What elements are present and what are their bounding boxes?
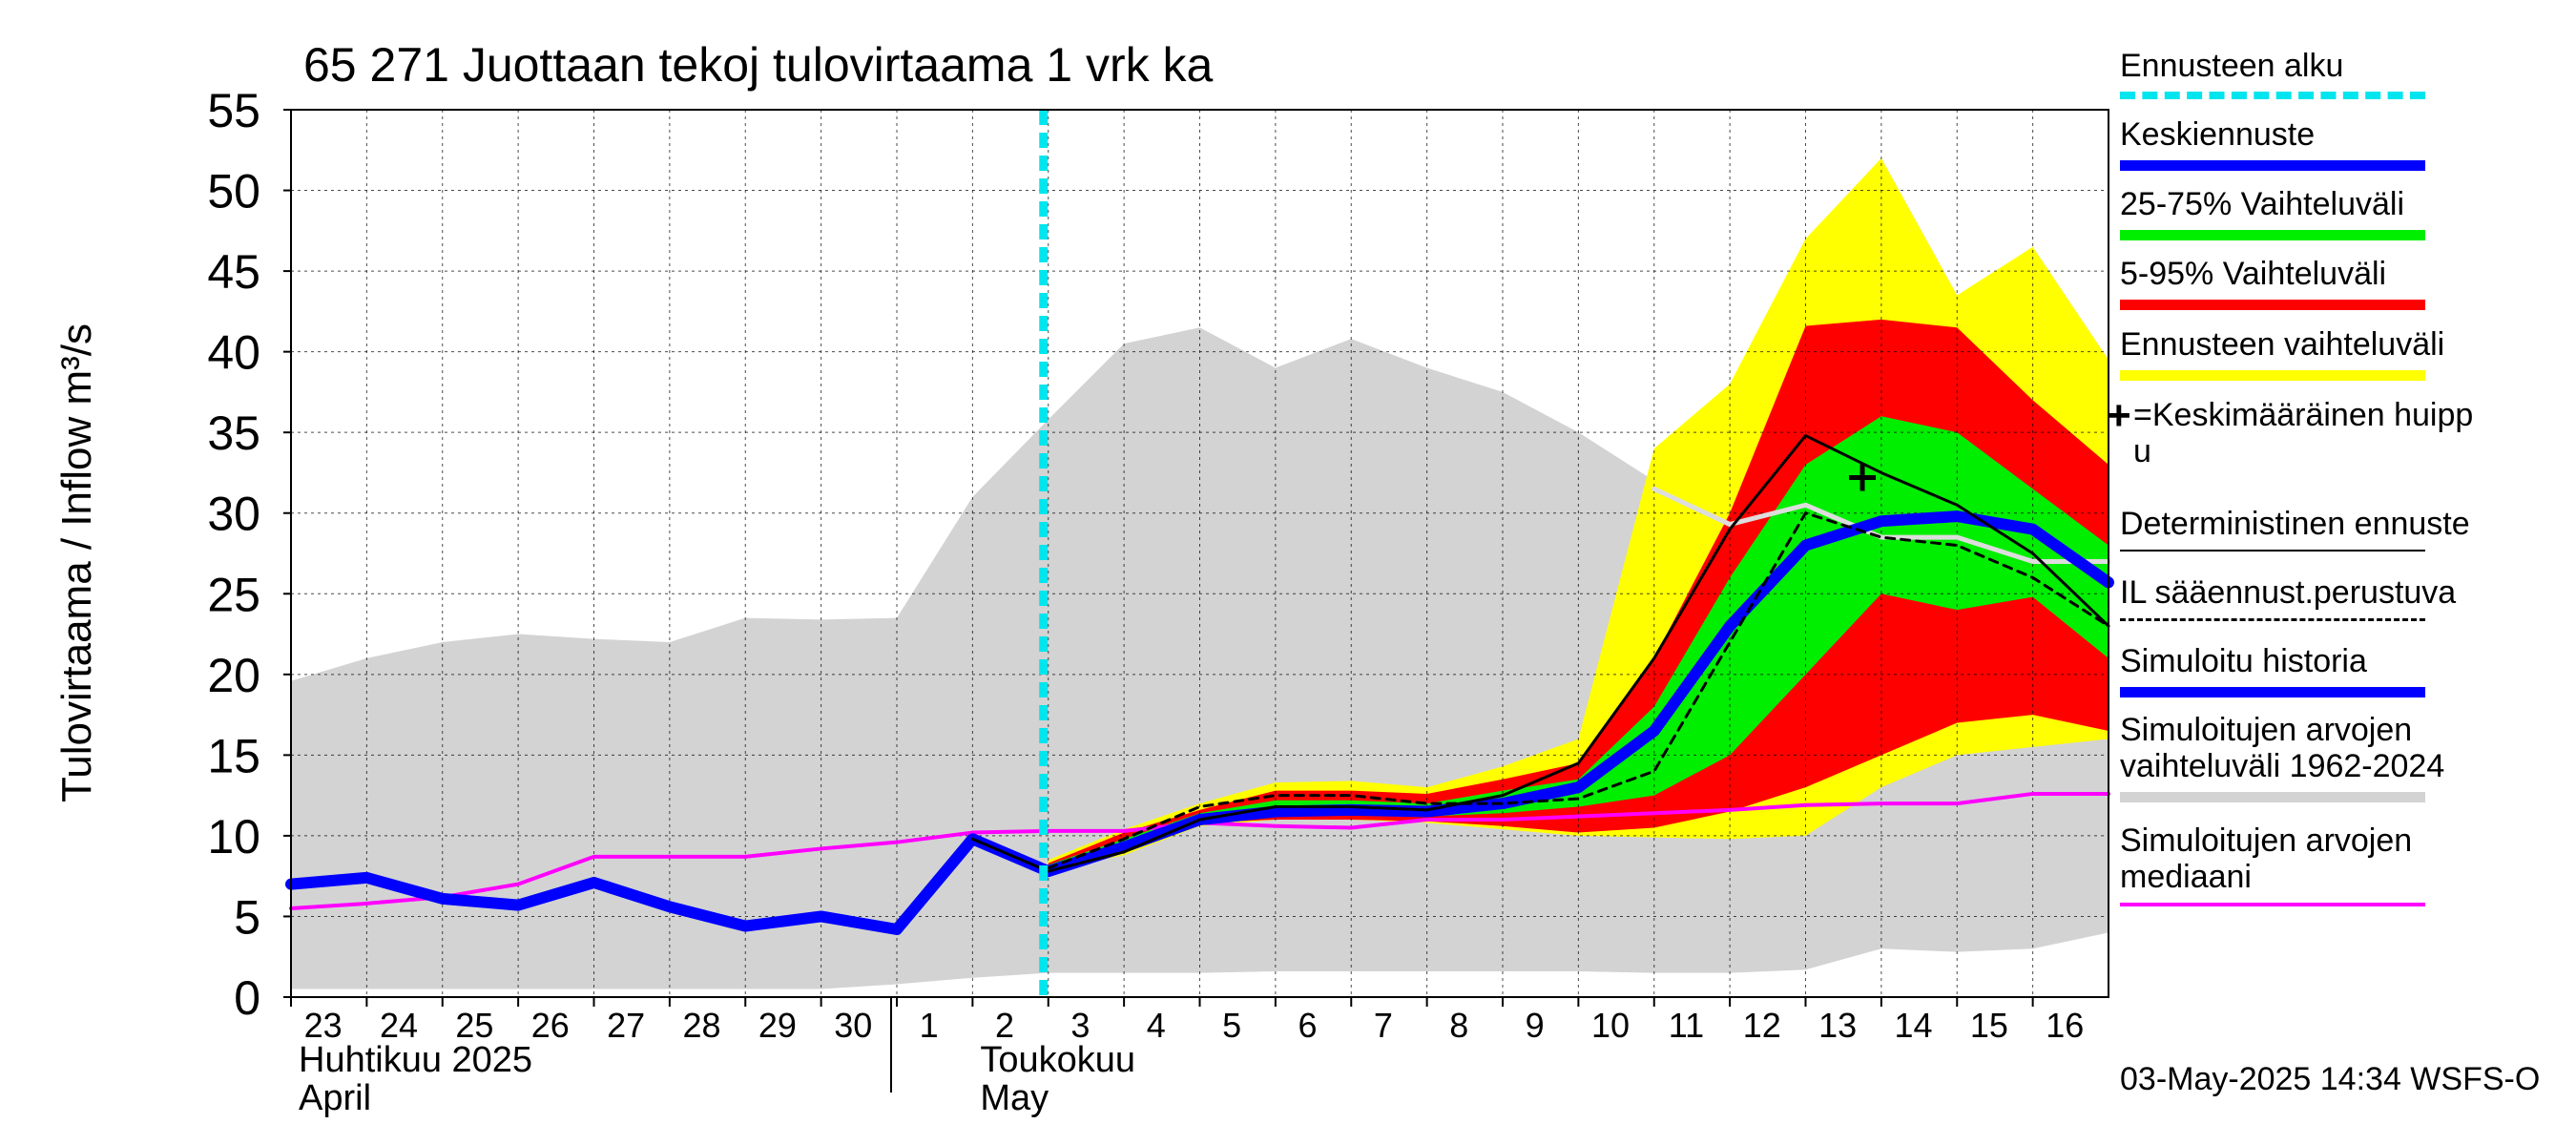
x-tick-label: 2 [995, 1006, 1014, 1045]
line-simuloitu-historia [285, 833, 1054, 935]
legend-item-forecast-start: Ennusteen alku [2120, 48, 2540, 99]
x-tick-label: 4 [1147, 1006, 1166, 1045]
legend-label: Ennusteen alku [2120, 48, 2344, 84]
x-tick-label: 25 [455, 1006, 493, 1045]
mean-peak-marker [1849, 464, 1877, 491]
legend-item-weather-based: IL sääennust.perustuva [2120, 574, 2540, 621]
y-tick-label: 20 [207, 649, 260, 702]
x-tick-label: 8 [1449, 1006, 1468, 1045]
timestamp: 03-May-2025 14:34 WSFS-O [2120, 1061, 2541, 1097]
legend-swatch [2120, 230, 2425, 240]
line-deterministinen-ennuste-harmaa [1652, 486, 2111, 564]
legend-item-forecast-range: Ennusteen vaihteluväli [2120, 326, 2540, 381]
line-keskiennuste [1042, 510, 2114, 878]
plus-icon: + [2107, 392, 2131, 439]
x-tick-label: 11 [1669, 1006, 1704, 1045]
legend-label: 5-95% Vaihteluväli [2120, 256, 2387, 292]
legend-label: Deterministinen ennuste [2120, 506, 2470, 542]
x-tick-label: 12 [1743, 1006, 1781, 1045]
legend-item-sim-median: Simuloitujen arvojen mediaani [2120, 822, 2540, 906]
chart-title: 65 271 Juottaan tekoj tulovirtaama 1 vrk… [303, 38, 1214, 92]
y-axis-label: Tulovirtaama / Inflow m³/s [53, 323, 100, 802]
x-tick-label: 9 [1526, 1006, 1545, 1045]
legend-item-range-5-95: 5-95% Vaihteluväli [2120, 256, 2540, 310]
legend-swatch [2120, 370, 2425, 381]
x-tick-label: 24 [380, 1006, 418, 1045]
line-deterministinen-ennuste [970, 434, 2110, 873]
legend-item-range-25-75: 25-75% Vaihteluväli [2120, 186, 2540, 240]
month-label-fi: Toukokuu [980, 1040, 1135, 1080]
x-tick-label: 23 [304, 1006, 343, 1045]
x-tick-label: 16 [2046, 1006, 2084, 1045]
legend-swatch [2120, 687, 2425, 697]
x-tick-label: 26 [531, 1006, 570, 1045]
x-tick-label: 3 [1070, 1006, 1090, 1045]
legend-item-mean-peak: + =Keskimääräinen huipp u [2107, 395, 2540, 470]
line-il-s-ennust-perustuva [1047, 511, 2110, 870]
month-label-en: April [299, 1078, 371, 1118]
legend-label: Keskiennuste [2120, 116, 2316, 153]
month-label-en: May [980, 1078, 1049, 1118]
legend-swatch [2120, 160, 2425, 171]
x-tick-label: 29 [758, 1006, 797, 1045]
legend-label: =Keskimääräinen huipp u [2133, 397, 2474, 469]
legend-swatch [2120, 300, 2425, 310]
x-tick-label: 28 [683, 1006, 721, 1045]
legend-label: Simuloitu historia [2120, 643, 2367, 679]
legend-swatch [2120, 903, 2425, 906]
x-tick-label: 15 [1970, 1006, 2008, 1045]
x-tick-label: 13 [1818, 1006, 1857, 1045]
y-tick-label: 5 [234, 890, 260, 944]
legend-item-sim-range: Simuloitujen arvojen vaihteluväli 1962-2… [2120, 712, 2540, 802]
y-tick-label: 40 [207, 326, 260, 380]
x-tick-label: 30 [834, 1006, 872, 1045]
legend-label: Simuloitujen arvojen vaihteluväli 1962-2… [2120, 712, 2445, 784]
y-tick-label: 30 [207, 488, 260, 541]
x-tick-label: 27 [607, 1006, 645, 1045]
x-tick-label: 10 [1591, 1006, 1630, 1045]
x-tick-label: 1 [920, 1006, 939, 1045]
legend-swatch [2120, 618, 2425, 621]
x-tick-label: 6 [1298, 1006, 1318, 1045]
x-tick-label: 5 [1222, 1006, 1241, 1045]
legend-item-deterministic: Deterministinen ennuste [2120, 506, 2540, 552]
legend-item-sim-history: Simuloitu historia [2120, 643, 2540, 697]
legend-swatch [2120, 792, 2425, 802]
x-tick-label: 7 [1374, 1006, 1393, 1045]
y-tick-label: 50 [207, 165, 260, 219]
y-tick-label: 0 [234, 971, 260, 1025]
month-label-fi: Huhtikuu 2025 [299, 1040, 532, 1080]
y-tick-label: 25 [207, 568, 260, 621]
legend-swatch [2120, 550, 2425, 552]
legend-label: Simuloitujen arvojen mediaani [2120, 822, 2413, 895]
legend-label: Ennusteen vaihteluväli [2120, 326, 2445, 363]
x-tick-label: 14 [1895, 1006, 1933, 1045]
y-tick-label: 10 [207, 810, 260, 864]
y-tick-label: 55 [207, 84, 260, 137]
legend-swatch [2120, 92, 2425, 99]
y-tick-label: 35 [207, 406, 260, 460]
y-tick-label: 45 [207, 245, 260, 299]
legend-label: IL sääennust.perustuva [2120, 574, 2457, 611]
y-tick-label: 15 [207, 729, 260, 782]
legend-label: 25-75% Vaihteluväli [2120, 186, 2404, 222]
legend-item-mean-forecast: Keskiennuste [2120, 116, 2540, 171]
